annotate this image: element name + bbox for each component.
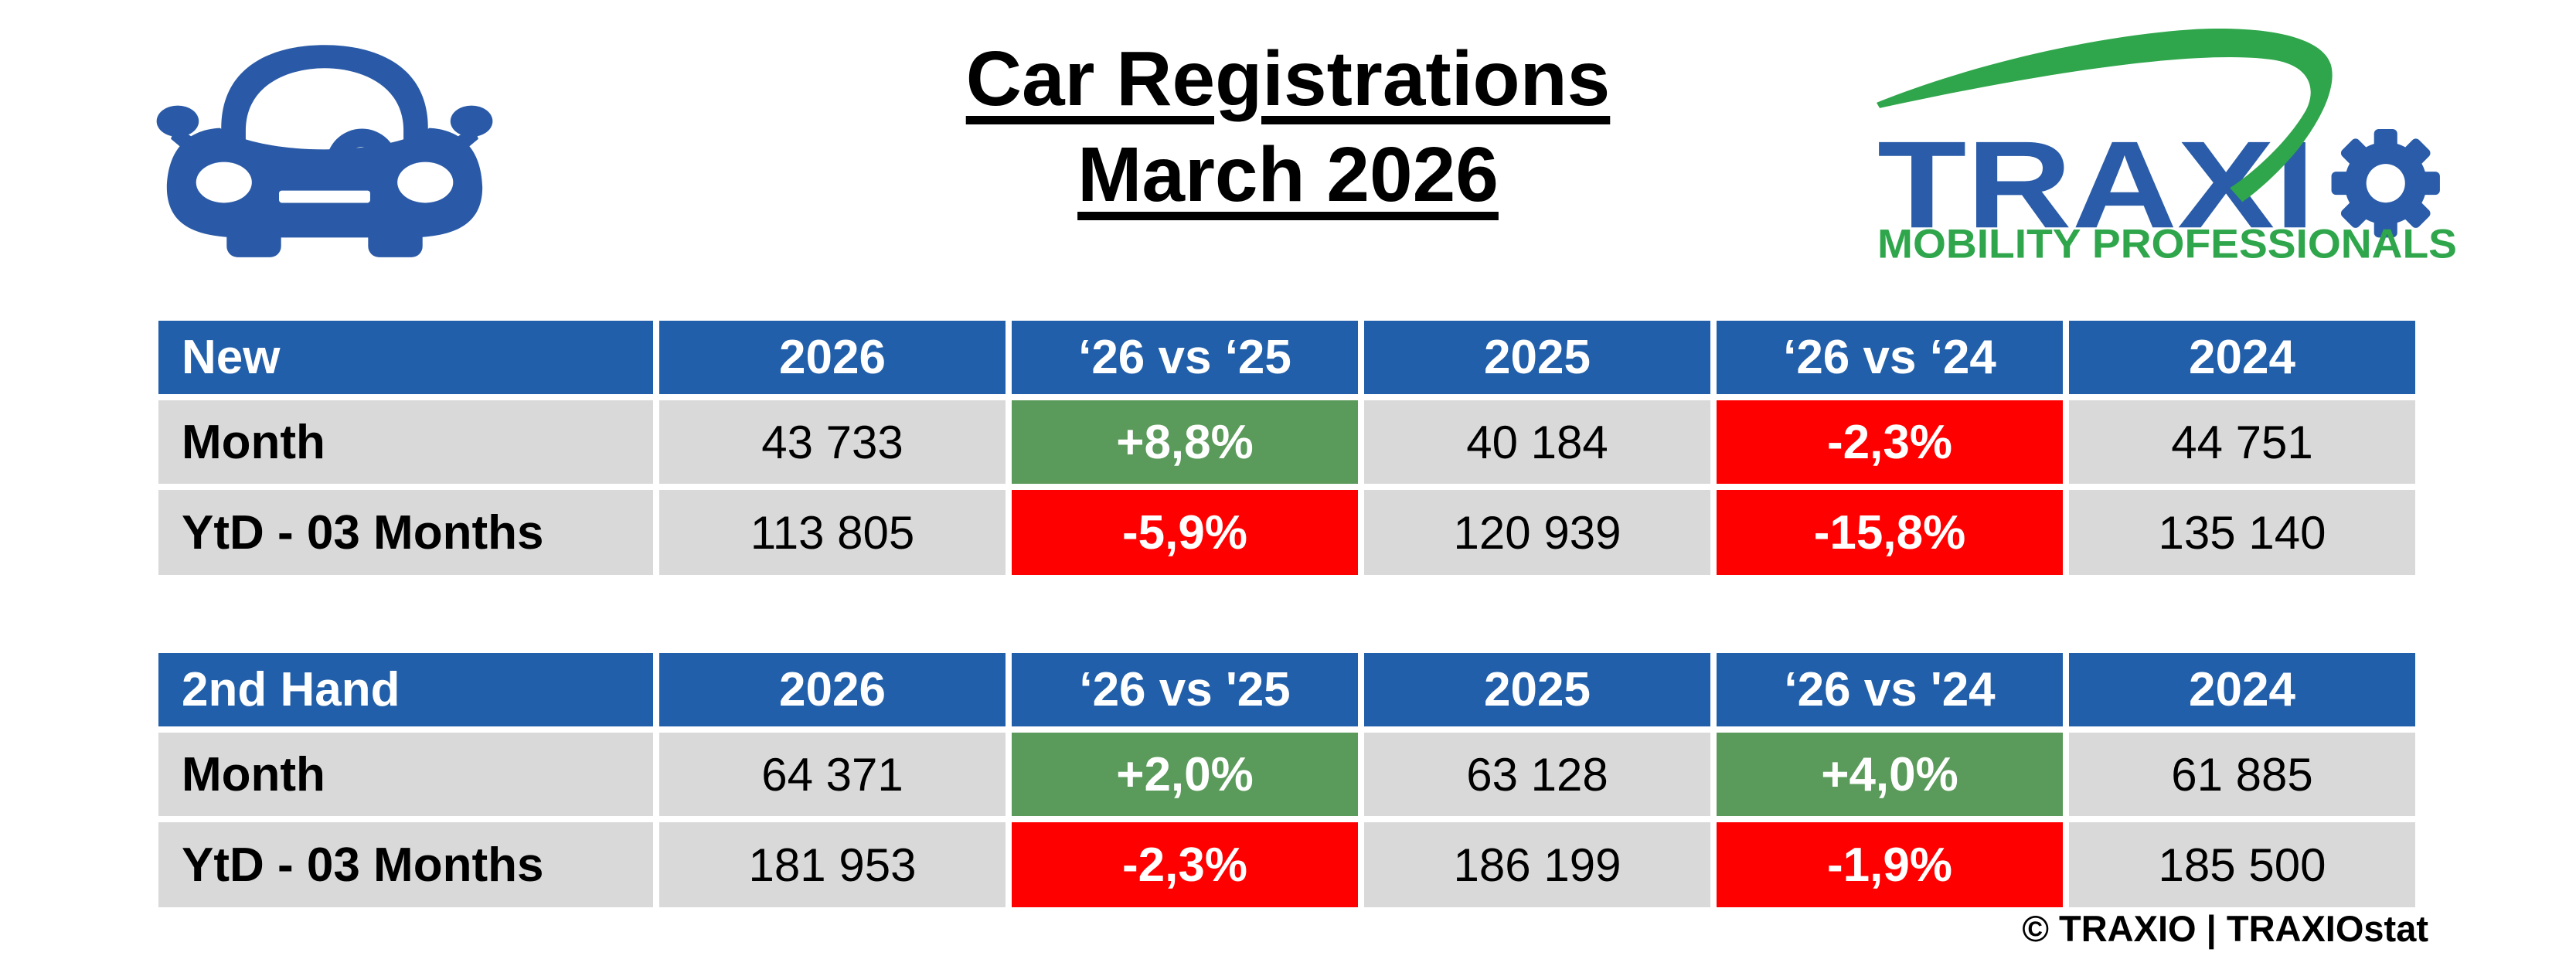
value-cell: 44 751: [2069, 400, 2415, 484]
traxio-tagline: MOBILITY PROFESSIONALS: [1877, 221, 2457, 263]
delta-cell: -15,8%: [1717, 490, 2063, 575]
value-cell: 185 500: [2069, 822, 2415, 907]
value-cell: 113 805: [659, 490, 1006, 575]
delta-cell: +8,8%: [1012, 400, 1358, 484]
table-title-new: New: [158, 321, 653, 394]
delta-cell: -2,3%: [1012, 822, 1358, 907]
value-cell: 186 199: [1364, 822, 1710, 907]
new-cars-table: New 2026 ‘26 vs ‘25 2025 ‘26 vs ‘24 2024…: [158, 321, 2415, 575]
column-header-2024: 2024: [2069, 653, 2415, 726]
value-cell: 40 184: [1364, 400, 1710, 484]
value-cell: 135 140: [2069, 490, 2415, 575]
value-cell: 61 885: [2069, 733, 2415, 816]
column-header-26vs25: ‘26 vs ‘25: [1012, 321, 1358, 394]
title-line-1: Car Registrations: [965, 36, 1611, 122]
car-icon: [156, 45, 493, 257]
row-label-ytd: YtD - 03 Months: [158, 490, 653, 575]
row-label-ytd: YtD - 03 Months: [158, 822, 653, 907]
delta-cell: -1,9%: [1717, 822, 2063, 907]
gear-icon: [2331, 128, 2440, 238]
title-line-2: March 2026: [1077, 131, 1499, 218]
page-title: Car Registrations March 2026: [966, 31, 1611, 223]
column-header-2025: 2025: [1364, 653, 1710, 726]
row-label-month: Month: [158, 733, 653, 816]
value-cell: 43 733: [659, 400, 1006, 484]
row-label-month: Month: [158, 400, 653, 484]
traxio-swoosh: [1877, 28, 2333, 202]
column-header-2026: 2026: [659, 653, 1006, 726]
second-hand-cars-table: 2nd Hand 2026 ‘26 vs '25 2025 ‘26 vs '24…: [158, 653, 2415, 907]
value-cell: 64 371: [659, 733, 1006, 816]
column-header-26vs25: ‘26 vs '25: [1012, 653, 1358, 726]
column-header-26vs24: ‘26 vs '24: [1717, 653, 2063, 726]
delta-cell: +4,0%: [1717, 733, 2063, 816]
delta-cell: +2,0%: [1012, 733, 1358, 816]
column-header-2026: 2026: [659, 321, 1006, 394]
delta-cell: -2,3%: [1717, 400, 2063, 484]
table-title-2nd-hand: 2nd Hand: [158, 653, 653, 726]
value-cell: 120 939: [1364, 490, 1710, 575]
value-cell: 181 953: [659, 822, 1006, 907]
value-cell: 63 128: [1364, 733, 1710, 816]
column-header-2025: 2025: [1364, 321, 1710, 394]
column-header-2024: 2024: [2069, 321, 2415, 394]
column-header-26vs24: ‘26 vs ‘24: [1717, 321, 2063, 394]
copyright-credit: © TRAXIO | TRAXIOstat: [2022, 908, 2428, 949]
traxio-logo: TRAXI MOBILITY PROFESSIONALS: [1877, 28, 2457, 263]
delta-cell: -5,9%: [1012, 490, 1358, 575]
